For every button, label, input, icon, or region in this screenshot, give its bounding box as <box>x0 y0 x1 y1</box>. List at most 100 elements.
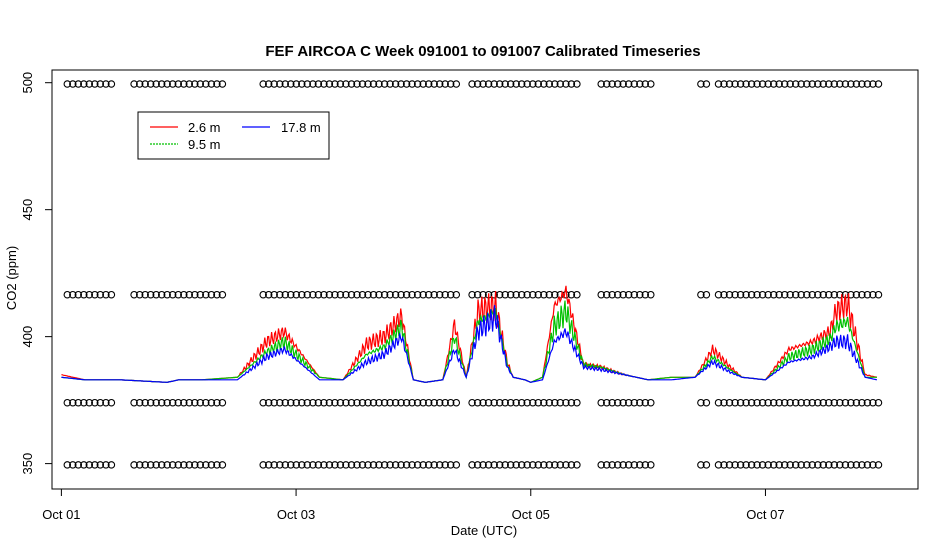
reference-marker <box>573 398 581 407</box>
reference-marker <box>825 80 833 88</box>
reference-marker <box>402 398 411 407</box>
reference-marker <box>207 461 216 469</box>
reference-marker <box>325 80 334 88</box>
legend-label-2-6m: 2.6 m <box>188 120 221 135</box>
reference-marker <box>202 290 210 299</box>
reference-marker <box>342 80 350 88</box>
reference-marker <box>336 398 345 407</box>
reference-marker <box>602 398 611 407</box>
reference-marker <box>780 398 789 407</box>
reference-marker <box>135 461 144 469</box>
reference-marker <box>775 290 783 299</box>
reference-marker <box>714 461 723 469</box>
y-tick-label: 500 <box>20 72 35 94</box>
reference-marker <box>96 290 105 299</box>
reference-marker <box>264 290 273 299</box>
reference-marker <box>473 290 482 299</box>
reference-marker <box>808 290 817 299</box>
reference-marker <box>597 461 605 469</box>
reference-marker <box>287 398 295 407</box>
reference-marker <box>540 398 548 407</box>
reference-marker <box>836 80 844 88</box>
reference-marker <box>468 461 476 469</box>
reference-marker <box>424 80 433 88</box>
reference-marker <box>613 290 622 299</box>
reference-marker <box>863 398 872 407</box>
reference-marker <box>196 461 205 469</box>
y-axis: 350 400 450 500 <box>20 72 53 475</box>
reference-marker <box>336 461 345 469</box>
reference-marker <box>391 398 400 407</box>
reference-marker <box>468 290 476 299</box>
reference-marker <box>141 80 149 88</box>
reference-marker <box>358 80 367 88</box>
y-tick-label: 350 <box>20 453 35 475</box>
reference-marker <box>841 80 850 88</box>
reference-marker <box>630 398 639 407</box>
legend: 2.6 m 9.5 m 17.8 m <box>137 111 330 160</box>
reference-marker <box>314 80 323 88</box>
reference-marker <box>753 461 761 469</box>
reference-marker <box>830 290 839 299</box>
reference-marker <box>836 461 844 469</box>
reference-marker <box>534 290 543 299</box>
reference-marker <box>736 398 745 407</box>
reference-marker <box>353 398 361 407</box>
reference-marker <box>369 290 378 299</box>
reference-marker <box>636 290 644 299</box>
x-tick-label: Oct 05 <box>512 507 550 522</box>
y-tick-label: 400 <box>20 326 35 348</box>
reference-marker <box>517 80 526 88</box>
reference-marker <box>314 461 323 469</box>
reference-marker <box>647 80 655 88</box>
reference-marker <box>391 80 400 88</box>
reference-marker <box>630 290 639 299</box>
reference-marker <box>276 461 284 469</box>
reference-marker <box>435 290 444 299</box>
reference-marker <box>342 290 350 299</box>
reference-marker <box>157 461 166 469</box>
reference-marker <box>213 290 221 299</box>
reference-marker <box>608 461 616 469</box>
reference-marker <box>303 461 312 469</box>
reference-marker <box>473 398 482 407</box>
reference-marker <box>619 461 627 469</box>
reference-marker <box>725 398 734 407</box>
reference-marker <box>624 290 633 299</box>
reference-marker <box>218 290 227 299</box>
reference-marker <box>736 461 745 469</box>
reference-marker <box>814 290 822 299</box>
reference-marker <box>567 461 576 469</box>
reference-marker <box>446 398 455 407</box>
reference-marker <box>63 290 72 299</box>
reference-marker <box>720 398 728 407</box>
reference-marker <box>452 290 461 299</box>
reference-marker <box>808 398 817 407</box>
legend-label-17-8m: 17.8 m <box>281 120 321 135</box>
reference-marker <box>80 80 88 88</box>
reference-marker <box>91 290 99 299</box>
reference-marker <box>573 290 581 299</box>
reference-marker <box>91 80 99 88</box>
reference-marker <box>276 290 284 299</box>
reference-marker <box>624 80 633 88</box>
reference-marker <box>281 398 290 407</box>
reference-marker <box>636 461 644 469</box>
reference-marker <box>567 398 576 407</box>
reference-marker <box>380 461 389 469</box>
reference-marker <box>397 398 405 407</box>
reference-marker <box>825 461 833 469</box>
reference-marker <box>803 461 811 469</box>
reference-marker <box>163 461 171 469</box>
reference-marker <box>375 290 383 299</box>
reference-marker <box>836 290 844 299</box>
reference-marker <box>180 290 188 299</box>
reference-markers <box>63 80 883 469</box>
reference-marker <box>342 398 350 407</box>
reference-marker <box>808 461 817 469</box>
reference-marker <box>408 290 416 299</box>
series-lines <box>61 285 878 383</box>
reference-marker <box>769 80 778 88</box>
reference-marker <box>196 290 205 299</box>
reference-marker <box>325 398 334 407</box>
